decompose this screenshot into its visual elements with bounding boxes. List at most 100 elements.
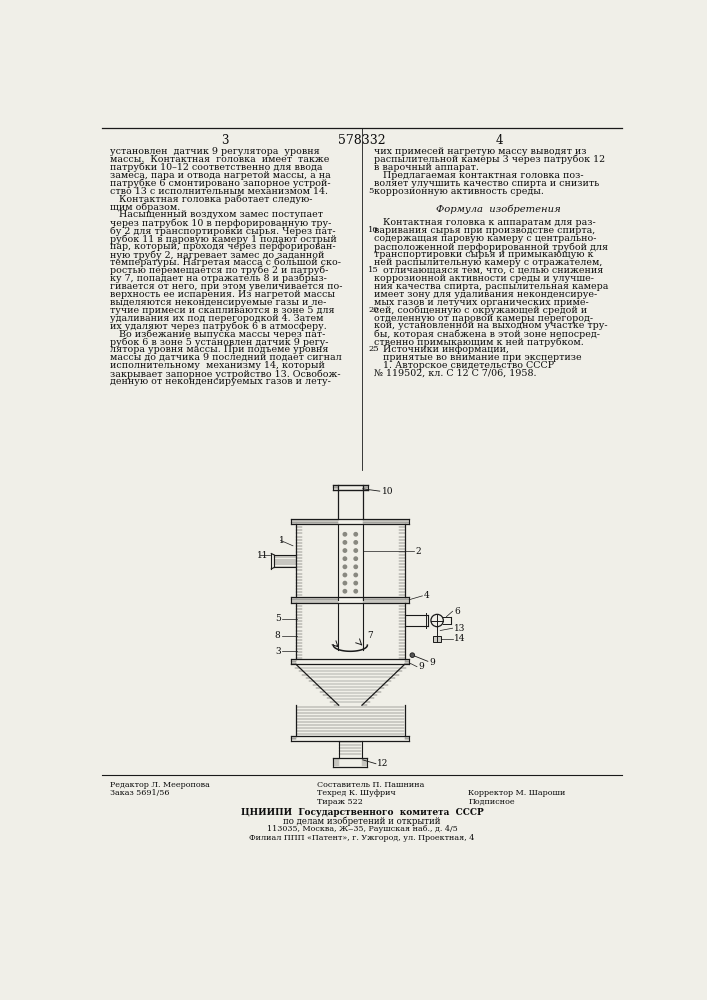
Text: Во избежание выпуска массы через пат-: Во избежание выпуска массы через пат- [110,329,325,339]
Text: отличающаяся тем, что, с целью снижения: отличающаяся тем, что, с целью снижения [373,266,603,275]
Text: Корректор М. Шароши: Корректор М. Шароши [468,789,566,797]
Text: патрубке 6 смонтировано запорное устрой-: патрубке 6 смонтировано запорное устрой- [110,179,331,188]
Text: сей, сообщенную с окружающей средой и: сей, сообщенную с окружающей средой и [373,306,587,315]
Text: воляет улучшить качество спирта и снизить: воляет улучшить качество спирта и снизит… [373,179,599,188]
Circle shape [410,653,414,657]
Text: выделяются неконденсируемые газы и ле-: выделяются неконденсируемые газы и ле- [110,298,327,307]
Text: ростью перемещается по трубе 2 и патруб-: ростью перемещается по трубе 2 и патруб- [110,266,329,275]
Text: Источники информации,: Источники информации, [373,345,508,354]
Circle shape [343,573,346,577]
Text: мых газов и летучих органических приме-: мых газов и летучих органических приме- [373,298,588,307]
Text: закрывает запорное устройство 13. Освобож-: закрывает запорное устройство 13. Освобо… [110,369,341,379]
Text: тучие примеси и скапливаются в зоне 5 для: тучие примеси и скапливаются в зоне 5 дл… [110,306,334,315]
Text: удаливания их под перегородкой 4. Затем: удаливания их под перегородкой 4. Затем [110,314,324,323]
Text: 4: 4 [496,134,503,147]
Text: Редактор Л. Мееропова: Редактор Л. Мееропова [110,781,210,789]
Text: Формула  изобретения: Формула изобретения [436,204,561,214]
Text: 13: 13 [454,624,465,633]
Circle shape [354,581,358,585]
Text: 3: 3 [221,134,228,147]
Text: щим образом.: щим образом. [110,202,180,212]
Text: Техред К. Шуфрич: Техред К. Шуфрич [317,789,396,797]
Text: 3: 3 [275,647,281,656]
Circle shape [343,557,346,560]
Circle shape [354,557,358,560]
Text: содержащая паровую камеру с центрально-: содержащая паровую камеру с центрально- [373,234,596,243]
Text: 2: 2 [416,547,421,556]
Text: ство 13 с исполнительным механизмом 14.: ство 13 с исполнительным механизмом 14. [110,187,328,196]
Text: лятора уровня массы. При подъеме уровня: лятора уровня массы. При подъеме уровня [110,345,329,354]
Text: транспортировки сырья и примыкающую к: транспортировки сырья и примыкающую к [373,250,593,259]
Circle shape [354,533,358,536]
Text: 9: 9 [429,658,435,667]
Text: Филиал ППП «Патент», г. Ужгород, ул. Проектная, 4: Филиал ППП «Патент», г. Ужгород, ул. Про… [250,834,474,842]
Text: Контактная головка к аппаратам для раз-: Контактная головка к аппаратам для раз- [373,218,595,227]
Circle shape [343,541,346,544]
Circle shape [343,549,346,552]
Text: Тираж 522: Тираж 522 [317,798,363,806]
Text: 25: 25 [368,345,379,353]
Circle shape [343,565,346,569]
Bar [433,636,441,642]
Text: 14: 14 [454,634,466,643]
Text: 10: 10 [382,487,394,496]
Text: коррозионную активность среды.: коррозионную активность среды. [373,187,544,196]
Text: Насыщенный воздухом замес поступает: Насыщенный воздухом замес поступает [110,210,323,219]
Circle shape [343,581,346,585]
Text: отделенную от паровой камеры перегород-: отделенную от паровой камеры перегород- [373,314,592,323]
Text: температуры. Нагретая масса с большой ско-: температуры. Нагретая масса с большой ск… [110,258,341,267]
Circle shape [354,549,358,552]
Text: рубок 6 в зоне 5 установлен датчик 9 регу-: рубок 6 в зоне 5 установлен датчик 9 рег… [110,337,329,347]
Text: ную трубу 2, нагревает замес до заданной: ную трубу 2, нагревает замес до заданной [110,250,325,260]
Text: их удаляют через патрубок 6 в атмосферу.: их удаляют через патрубок 6 в атмосферу. [110,321,327,331]
Text: замеса, пара и отвода нагретой массы, а на: замеса, пара и отвода нагретой массы, а … [110,171,331,180]
Text: 1: 1 [279,536,285,545]
Text: массы.  Контактная  головка  имеет  также: массы. Контактная головка имеет также [110,155,329,164]
Text: патрубки 10–12 соответственно для ввода: патрубки 10–12 соответственно для ввода [110,163,322,172]
Text: 6: 6 [454,607,460,616]
Text: кой, установленной на выходном участке тру-: кой, установленной на выходном участке т… [373,321,607,330]
Text: пар, который, проходя через перфорирован-: пар, который, проходя через перфорирован… [110,242,336,251]
Text: коррозионной активности среды и улучше-: коррозионной активности среды и улучше- [373,274,594,283]
Text: в варочный аппарат.: в варочный аппарат. [373,163,479,172]
Text: 9: 9 [419,662,424,671]
Text: массы до датчика 9 последний подает сигнал: массы до датчика 9 последний подает сигн… [110,353,341,362]
Text: 8: 8 [275,631,281,640]
Text: варивания сырья при производстве спирта,: варивания сырья при производстве спирта, [373,226,595,235]
Text: принятые во внимание при экспертизе: принятые во внимание при экспертизе [373,353,581,362]
Text: № 119502, кл. С 12 С 7/06, 1958.: № 119502, кл. С 12 С 7/06, 1958. [373,369,536,378]
Circle shape [343,590,346,593]
Text: 10: 10 [368,226,379,234]
Text: 578332: 578332 [338,134,386,147]
Text: имеет зону для удаливания неконденсируе-: имеет зону для удаливания неконденсируе- [373,290,597,299]
Circle shape [354,565,358,569]
Text: через патрубок 10 в перфорированную тру-: через патрубок 10 в перфорированную тру- [110,218,332,228]
Text: бы, которая снабжена в этой зоне непосред-: бы, которая снабжена в этой зоне непосре… [373,329,600,339]
Text: Подписное: Подписное [468,798,515,806]
Text: 113035, Москва, Ж‒35, Раушская наб., д. 4/5: 113035, Москва, Ж‒35, Раушская наб., д. … [267,825,457,833]
Text: 5: 5 [368,187,373,195]
Circle shape [343,533,346,536]
Text: Составитель П. Пашнина: Составитель П. Пашнина [317,781,424,789]
Text: ЦНИИПИ  Государственного  комитета  СССР: ЦНИИПИ Государственного комитета СССР [240,808,484,817]
Text: ния качества спирта, распылительная камера: ния качества спирта, распылительная каме… [373,282,608,291]
Text: денную от неконденсируемых газов и лету-: денную от неконденсируемых газов и лету- [110,377,331,386]
Circle shape [354,573,358,577]
Text: распылительной камеры 3 через патрубок 12: распылительной камеры 3 через патрубок 1… [373,155,604,164]
Text: Предлагаемая контактная головка поз-: Предлагаемая контактная головка поз- [373,171,583,180]
Text: по делам изобретений и открытий: по делам изобретений и открытий [284,817,440,826]
Text: 5: 5 [275,614,281,623]
Text: 7: 7 [368,631,373,640]
Text: 12: 12 [378,759,389,768]
Text: ку 7, попадает на отражатель 8 и разбрыз-: ку 7, попадает на отражатель 8 и разбрыз… [110,274,327,283]
Text: 4: 4 [424,591,430,600]
Circle shape [354,590,358,593]
Text: 11: 11 [257,551,269,560]
Text: бу 2 для транспортировки сырья. Через пат-: бу 2 для транспортировки сырья. Через па… [110,226,336,236]
Text: рубок 11 в паровую камеру 1 подают острый: рубок 11 в паровую камеру 1 подают остры… [110,234,337,244]
Text: расположенной перфорированной трубой для: расположенной перфорированной трубой для [373,242,608,252]
Text: гивается от него, при этом увеличивается по-: гивается от него, при этом увеличивается… [110,282,343,291]
Text: 1. Авторское свидетельство СССР: 1. Авторское свидетельство СССР [373,361,554,370]
Text: Контактная головка работает следую-: Контактная головка работает следую- [110,195,312,204]
Text: чих примесей нагретую массу выводят из: чих примесей нагретую массу выводят из [373,147,586,156]
